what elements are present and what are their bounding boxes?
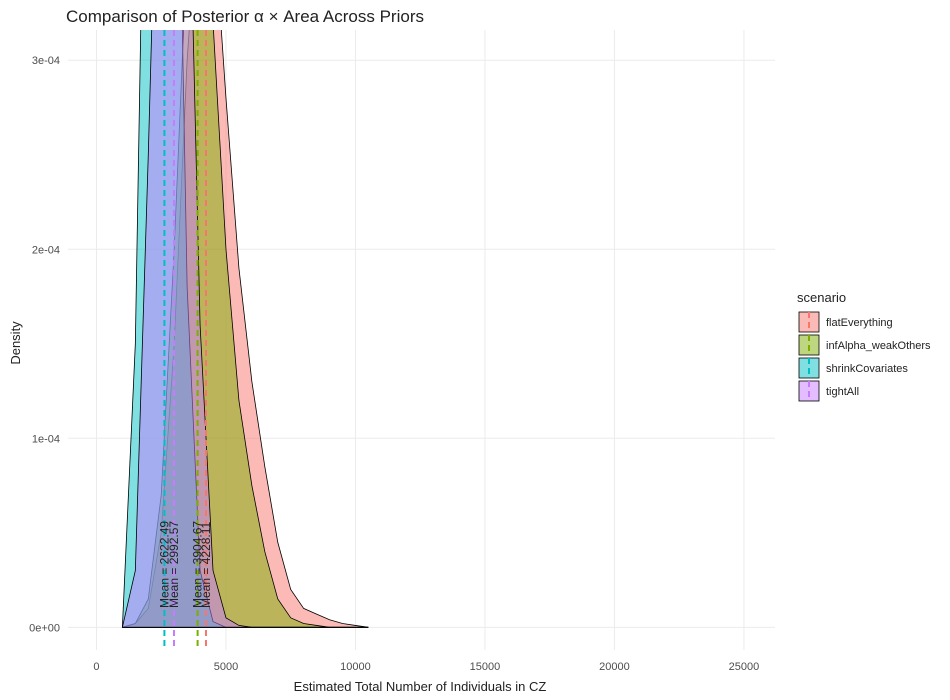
density-area <box>121 30 369 628</box>
x-tick-label: 15000 <box>470 661 501 673</box>
mean-label: Mean = 4228.11 <box>199 521 213 608</box>
x-axis-label: Estimated Total Number of Individuals in… <box>294 679 547 694</box>
x-tick-label: 5000 <box>214 661 238 673</box>
y-axis-label: Density <box>8 321 23 365</box>
legend-label: tightAll <box>826 386 859 398</box>
y-tick-label: 2e-04 <box>32 244 60 256</box>
y-tick-label: 1e-04 <box>32 433 60 445</box>
y-tick-label: 0e+00 <box>29 622 60 634</box>
x-tick-label: 25000 <box>729 661 760 673</box>
legend-label: infAlpha_weakOthers <box>826 340 931 352</box>
x-tick-label: 10000 <box>340 661 371 673</box>
x-tick-label: 0 <box>93 661 99 673</box>
legend-title: scenario <box>797 290 846 305</box>
plot-area <box>121 30 369 628</box>
legend-label: flatEverything <box>826 317 893 329</box>
mean-label: Mean = 3904.67 <box>191 521 205 608</box>
chart-title: Comparison of Posterior α × Area Across … <box>66 7 424 26</box>
y-tick-label: 3e-04 <box>32 55 60 67</box>
mean-label: Mean = 2622.49 <box>157 521 171 608</box>
legend-label: shrinkCovariates <box>826 363 908 375</box>
x-tick-label: 20000 <box>599 661 630 673</box>
mean-label: Mean = 2992.57 <box>167 521 181 608</box>
